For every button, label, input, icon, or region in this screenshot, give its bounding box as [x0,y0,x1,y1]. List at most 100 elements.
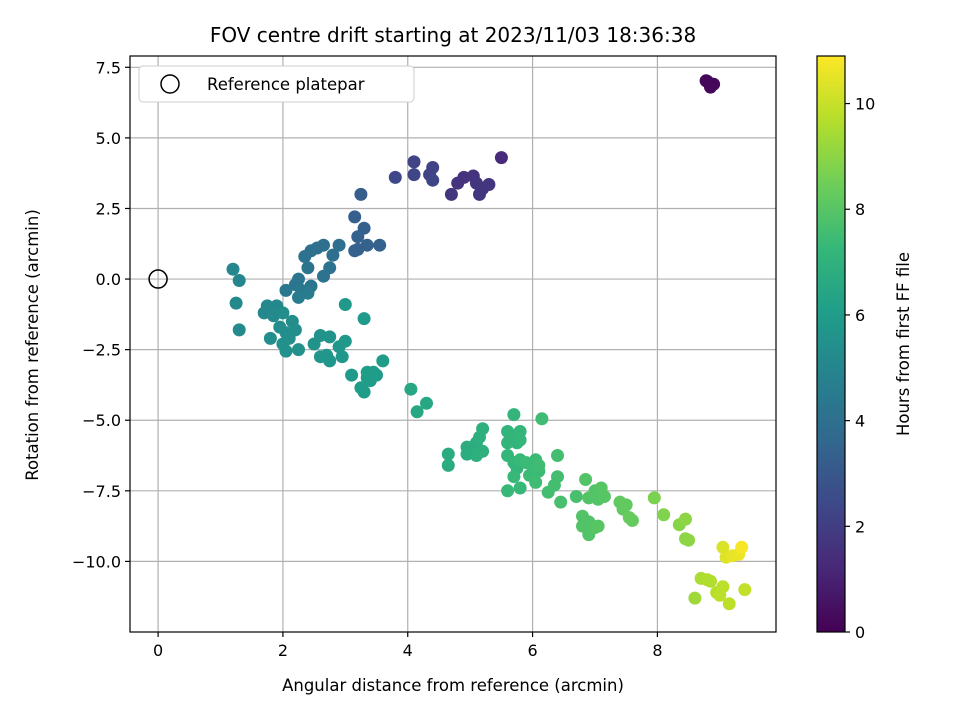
colorbar-ticks: 0 2 4 6 8 10 [845,95,875,642]
legend-reference-marker [160,74,180,94]
colorbar-tick-label: 4 [855,412,865,431]
scatter-point [535,412,549,426]
scatter-point [619,498,633,512]
scatter-point [679,512,692,526]
scatter-point [657,508,671,522]
scatter-point [354,187,368,201]
scatter-point [373,238,387,252]
legend-entry-reference: Reference platepar [207,75,365,94]
legend-box [138,65,415,103]
scatter-point [407,168,421,182]
scatter-point [357,312,371,326]
colorbar-tick-label: 2 [855,517,865,536]
scatter-point [735,540,749,554]
colorbar: 0 2 4 6 8 10 Hours from first FF file [816,55,913,642]
scatter-point [292,343,305,357]
scatter-point [326,248,340,262]
scatter-point [507,470,521,484]
scatter-point [404,382,418,396]
scatter-point [554,495,568,509]
chart-title: FOV centre drift starting at 2023/11/03 … [210,23,696,47]
scatter-point [323,330,337,344]
scatter-point [420,396,433,410]
scatter-point [348,210,362,224]
scatter-point [494,151,508,165]
scatter-point [441,458,455,472]
colorbar-tick-label: 6 [855,306,865,325]
y-tick-label: −5.0 [82,411,121,430]
scatter-point [551,449,564,462]
scatter-point [276,306,290,320]
scatter-point [579,473,593,486]
scatter-point [529,475,543,489]
scatter-point [279,344,293,358]
scatter-point [704,574,717,588]
scatter-point [476,422,490,436]
scatter-point [332,238,346,252]
scatter-point [451,176,465,190]
y-tick-label: 5.0 [96,129,121,148]
y-tick-label: 2.5 [96,199,121,218]
scatter-point [441,447,455,461]
scatter-point [410,405,424,419]
scatter-point [688,591,702,605]
scatter-point [482,178,496,191]
colorbar-tick-label: 10 [855,95,875,114]
legend: Reference platepar [138,65,415,103]
scatter-point [738,583,752,597]
scatter-point [229,296,243,310]
y-tick-label: −10.0 [72,552,121,571]
x-tick-label: 0 [153,641,163,660]
y-tick-label: −2.5 [82,341,121,360]
scatter-point [473,187,486,201]
scatter-point [263,331,277,345]
scatter-point [532,458,546,472]
scatter-point [513,433,527,447]
scatter-point [569,490,583,503]
scatter-point [279,283,293,297]
scatter-point [338,298,352,311]
scatter-point [376,354,390,368]
scatter-point [288,323,302,337]
scatter-point [301,261,315,275]
scatter-point [320,348,334,362]
scatter-point [232,274,246,287]
scatter-point [232,323,246,337]
scatter-point [348,244,362,258]
x-tick-label: 2 [278,641,288,660]
scatter-point [597,490,611,503]
scatter-point [226,262,240,276]
plot-background [130,56,776,632]
scatter-point [360,238,374,252]
scatter-point [507,408,521,422]
colorbar-gradient [817,56,845,632]
scatter-point [476,444,490,458]
x-axis-label: Angular distance from reference (arcmin) [282,676,624,695]
scatter-point [335,350,349,364]
x-axis-ticks: 0 2 4 6 8 [153,632,663,660]
scatter-point [713,588,727,602]
scatter-point [647,491,661,505]
plot-area [129,55,777,633]
scatter-point [513,481,527,495]
y-axis-label: Rotation from reference (arcmin) [23,209,42,481]
scatter-point [351,230,365,244]
scatter-point [370,368,383,382]
colorbar-label: Hours from first FF file [894,252,913,436]
scatter-point [298,250,312,263]
scatter-point [591,519,605,533]
scatter-point [407,155,421,169]
scatter-point [388,170,402,184]
scatter-point [345,368,359,382]
y-tick-label: −7.5 [82,482,121,501]
y-tick-label: 0.0 [96,270,121,289]
scatter-point [426,173,440,187]
scatter-point [357,385,371,399]
scatter-points [226,74,752,611]
x-tick-label: 4 [403,641,413,660]
colorbar-tick-label: 0 [855,623,865,642]
scatter-point [338,334,352,348]
plot-frame [129,55,777,633]
scatter-point [501,484,515,498]
